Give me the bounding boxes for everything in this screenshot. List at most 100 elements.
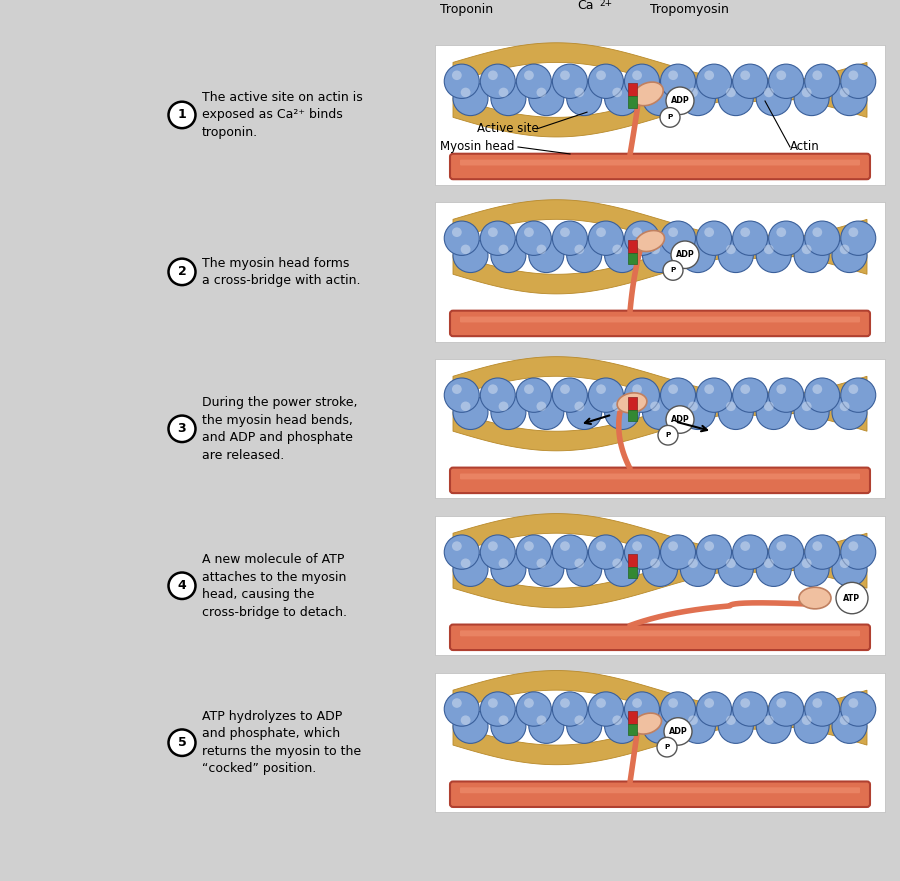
Circle shape: [840, 87, 850, 97]
Circle shape: [567, 396, 602, 430]
Circle shape: [650, 715, 660, 725]
Circle shape: [802, 402, 812, 411]
Circle shape: [461, 87, 471, 97]
Circle shape: [849, 227, 859, 237]
Circle shape: [718, 81, 753, 115]
Circle shape: [794, 396, 829, 430]
Bar: [627, 554, 636, 566]
Circle shape: [461, 402, 471, 411]
Circle shape: [625, 692, 660, 726]
Circle shape: [605, 709, 640, 744]
Polygon shape: [453, 706, 867, 765]
Circle shape: [168, 729, 195, 756]
Circle shape: [794, 81, 829, 115]
Circle shape: [553, 64, 588, 99]
FancyBboxPatch shape: [460, 473, 860, 479]
Circle shape: [841, 221, 876, 255]
Circle shape: [596, 227, 606, 237]
Circle shape: [841, 692, 876, 726]
Circle shape: [688, 87, 698, 97]
Circle shape: [697, 64, 732, 99]
Circle shape: [733, 378, 768, 412]
Text: 3: 3: [177, 422, 186, 435]
Circle shape: [840, 402, 850, 411]
Polygon shape: [453, 549, 867, 608]
Circle shape: [726, 402, 736, 411]
Circle shape: [777, 384, 787, 394]
Circle shape: [452, 699, 462, 707]
FancyBboxPatch shape: [450, 311, 870, 337]
Circle shape: [560, 227, 570, 237]
Text: 2+: 2+: [599, 0, 612, 8]
Circle shape: [849, 384, 859, 394]
Circle shape: [453, 552, 488, 587]
Circle shape: [524, 541, 534, 551]
Circle shape: [553, 221, 588, 255]
Circle shape: [805, 64, 840, 99]
Circle shape: [680, 81, 716, 115]
Circle shape: [756, 238, 791, 272]
Circle shape: [777, 541, 787, 551]
Text: 1: 1: [177, 108, 186, 122]
Circle shape: [802, 245, 812, 255]
Text: 2: 2: [177, 265, 186, 278]
Circle shape: [650, 87, 660, 97]
Ellipse shape: [617, 393, 647, 413]
Circle shape: [605, 238, 640, 272]
Bar: [627, 83, 636, 96]
Circle shape: [491, 238, 526, 272]
Circle shape: [697, 221, 732, 255]
Circle shape: [668, 384, 678, 394]
Text: ADP: ADP: [670, 415, 689, 424]
Circle shape: [529, 552, 563, 587]
Circle shape: [605, 81, 640, 115]
Circle shape: [813, 384, 823, 394]
Circle shape: [718, 709, 753, 744]
Circle shape: [705, 384, 714, 394]
Circle shape: [733, 64, 768, 99]
Circle shape: [499, 402, 508, 411]
Bar: [435, 673, 885, 812]
Circle shape: [632, 227, 642, 237]
Circle shape: [536, 245, 546, 255]
Circle shape: [488, 699, 498, 707]
Circle shape: [680, 238, 716, 272]
Polygon shape: [453, 392, 867, 451]
Circle shape: [524, 227, 534, 237]
Ellipse shape: [635, 231, 664, 251]
Text: P: P: [665, 433, 670, 438]
Circle shape: [491, 396, 526, 430]
Circle shape: [524, 699, 534, 707]
Bar: [435, 203, 885, 342]
Text: The active site on actin is
exposed as Ca²⁺ binds
troponin.: The active site on actin is exposed as C…: [202, 91, 363, 139]
Circle shape: [625, 535, 660, 569]
Circle shape: [805, 221, 840, 255]
Circle shape: [840, 559, 850, 568]
Bar: [435, 516, 885, 655]
Circle shape: [567, 709, 602, 744]
Circle shape: [517, 64, 552, 99]
Circle shape: [769, 64, 804, 99]
Circle shape: [769, 221, 804, 255]
Circle shape: [813, 699, 823, 707]
FancyBboxPatch shape: [450, 625, 870, 650]
Circle shape: [657, 737, 677, 757]
Circle shape: [605, 396, 640, 430]
Circle shape: [612, 402, 622, 411]
Polygon shape: [453, 514, 867, 573]
Circle shape: [777, 227, 787, 237]
Circle shape: [168, 101, 195, 128]
Text: ADP: ADP: [669, 727, 688, 736]
Circle shape: [666, 406, 694, 433]
Circle shape: [499, 245, 508, 255]
Circle shape: [567, 552, 602, 587]
Circle shape: [524, 384, 534, 394]
Circle shape: [461, 715, 471, 725]
Bar: [627, 253, 636, 264]
Circle shape: [832, 709, 867, 744]
Text: Tropomyosin: Tropomyosin: [650, 3, 729, 16]
Polygon shape: [453, 235, 867, 294]
Circle shape: [813, 227, 823, 237]
Circle shape: [560, 70, 570, 80]
Circle shape: [452, 541, 462, 551]
